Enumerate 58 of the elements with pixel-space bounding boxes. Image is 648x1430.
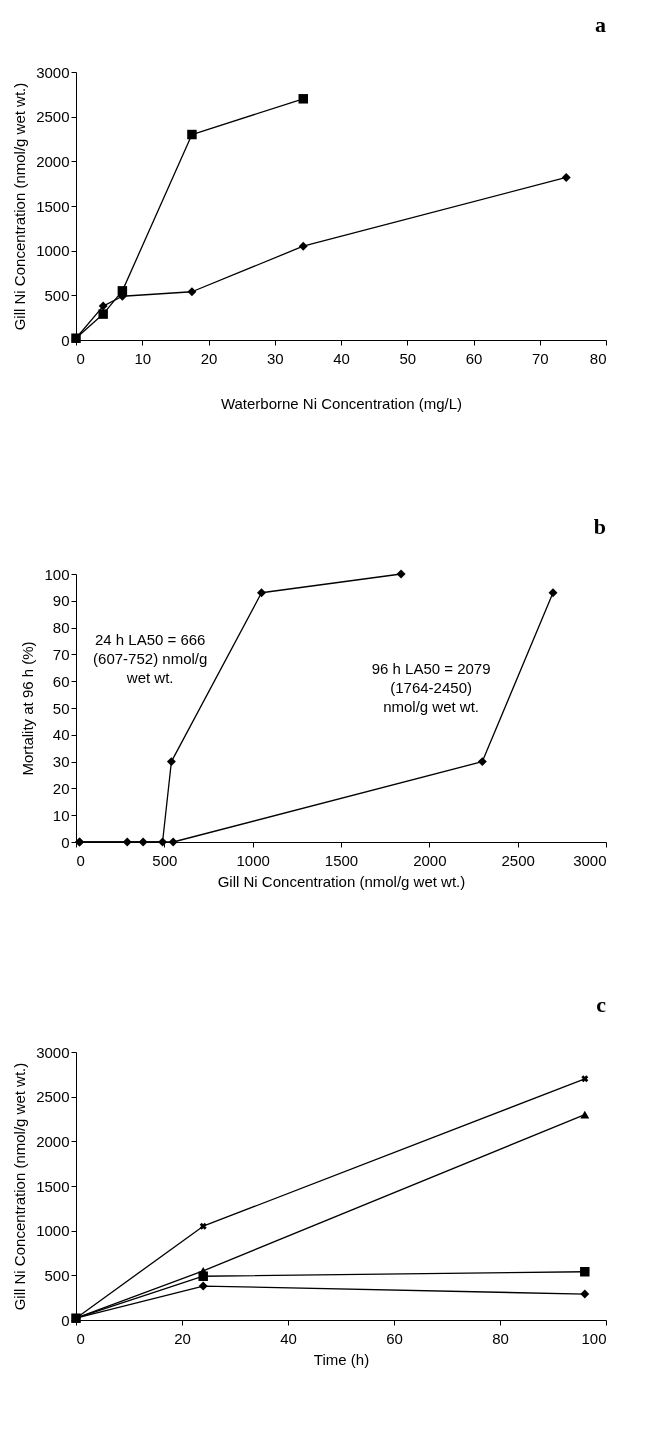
y-tick-label: 1500 <box>36 197 70 215</box>
x-tick-label: 70 <box>531 349 549 367</box>
y-tick-label: 80 <box>52 619 70 637</box>
y-tick-label: 500 <box>44 286 70 304</box>
y-axis-title: Gill Ni Concentration (nmol/g wet wt.) <box>11 82 29 331</box>
y-tick-label: 3000 <box>36 63 70 81</box>
x-axis-title: Time (h) <box>313 1350 370 1368</box>
y-tick-label: 50 <box>52 699 70 717</box>
x-tick-label: 80 <box>589 349 607 367</box>
x-tick-label: 40 <box>280 1329 297 1347</box>
annotation: 96 h LA50 = 2079 (1764-2450) nmol/g wet wt. <box>371 660 491 716</box>
annotation: 24 h LA50 = 666 (607-752) nmol/g wet wt. <box>93 630 208 686</box>
y-tick-label: 0 <box>61 1311 70 1329</box>
y-tick-label: 10 <box>52 806 70 824</box>
y-tick-label: 70 <box>52 645 70 663</box>
y-tick-label: 1000 <box>36 242 70 260</box>
x-tick-label: 0 <box>76 851 85 869</box>
x-tick-label: 20 <box>200 349 218 367</box>
y-tick-label: 500 <box>44 1266 70 1284</box>
x-tick-label: 80 <box>492 1329 509 1347</box>
y-tick-label: 40 <box>52 726 70 744</box>
x-tick-label: 500 <box>152 851 178 869</box>
y-axis-title: Gill Ni Concentration (nmol/g wet wt.) <box>11 1062 29 1311</box>
x-tick-label: 2500 <box>501 851 535 869</box>
y-tick-label: 2000 <box>36 152 70 170</box>
x-axis-title: Gill Ni Concentration (nmol/g wet wt.) <box>217 872 466 890</box>
y-tick-label: 3000 <box>36 1043 70 1061</box>
x-tick-label: 60 <box>386 1329 403 1347</box>
x-tick-label: 0 <box>76 349 85 367</box>
x-axis-title: Waterborne Ni Concentration (mg/L) <box>220 394 463 412</box>
x-tick-label: 100 <box>581 1329 607 1347</box>
x-tick-label: 20 <box>174 1329 191 1347</box>
chart-title: b <box>593 514 606 539</box>
x-tick-label: 60 <box>465 349 483 367</box>
y-tick-label: 2500 <box>36 108 70 126</box>
y-tick-label: 0 <box>61 833 70 851</box>
y-tick-label: 0 <box>61 331 70 349</box>
x-tick-label: 2000 <box>413 851 447 869</box>
y-tick-label: 2000 <box>36 1132 70 1150</box>
y-tick-label: 1000 <box>36 1222 70 1240</box>
y-tick-label: 20 <box>52 779 70 797</box>
x-tick-label: 40 <box>333 349 350 367</box>
chart-title: a <box>595 12 606 37</box>
y-tick-label: 2500 <box>36 1088 70 1106</box>
y-tick-label: 100 <box>44 565 70 583</box>
chart-title: c <box>596 992 607 1017</box>
y-tick-label: 30 <box>52 753 70 771</box>
y-tick-label: 60 <box>52 672 70 690</box>
y-tick-label: 1500 <box>36 1177 70 1195</box>
x-tick-label: 10 <box>134 349 152 367</box>
x-tick-label: 30 <box>266 349 284 367</box>
x-tick-label: 0 <box>76 1329 85 1347</box>
x-tick-label: 1000 <box>236 851 270 869</box>
x-tick-label: 1500 <box>324 851 359 869</box>
x-tick-label: 3000 <box>573 851 607 869</box>
x-tick-label: 50 <box>399 349 417 367</box>
y-tick-label: 90 <box>52 592 70 610</box>
y-axis-title: Mortality at 96 h (%) <box>19 641 37 776</box>
